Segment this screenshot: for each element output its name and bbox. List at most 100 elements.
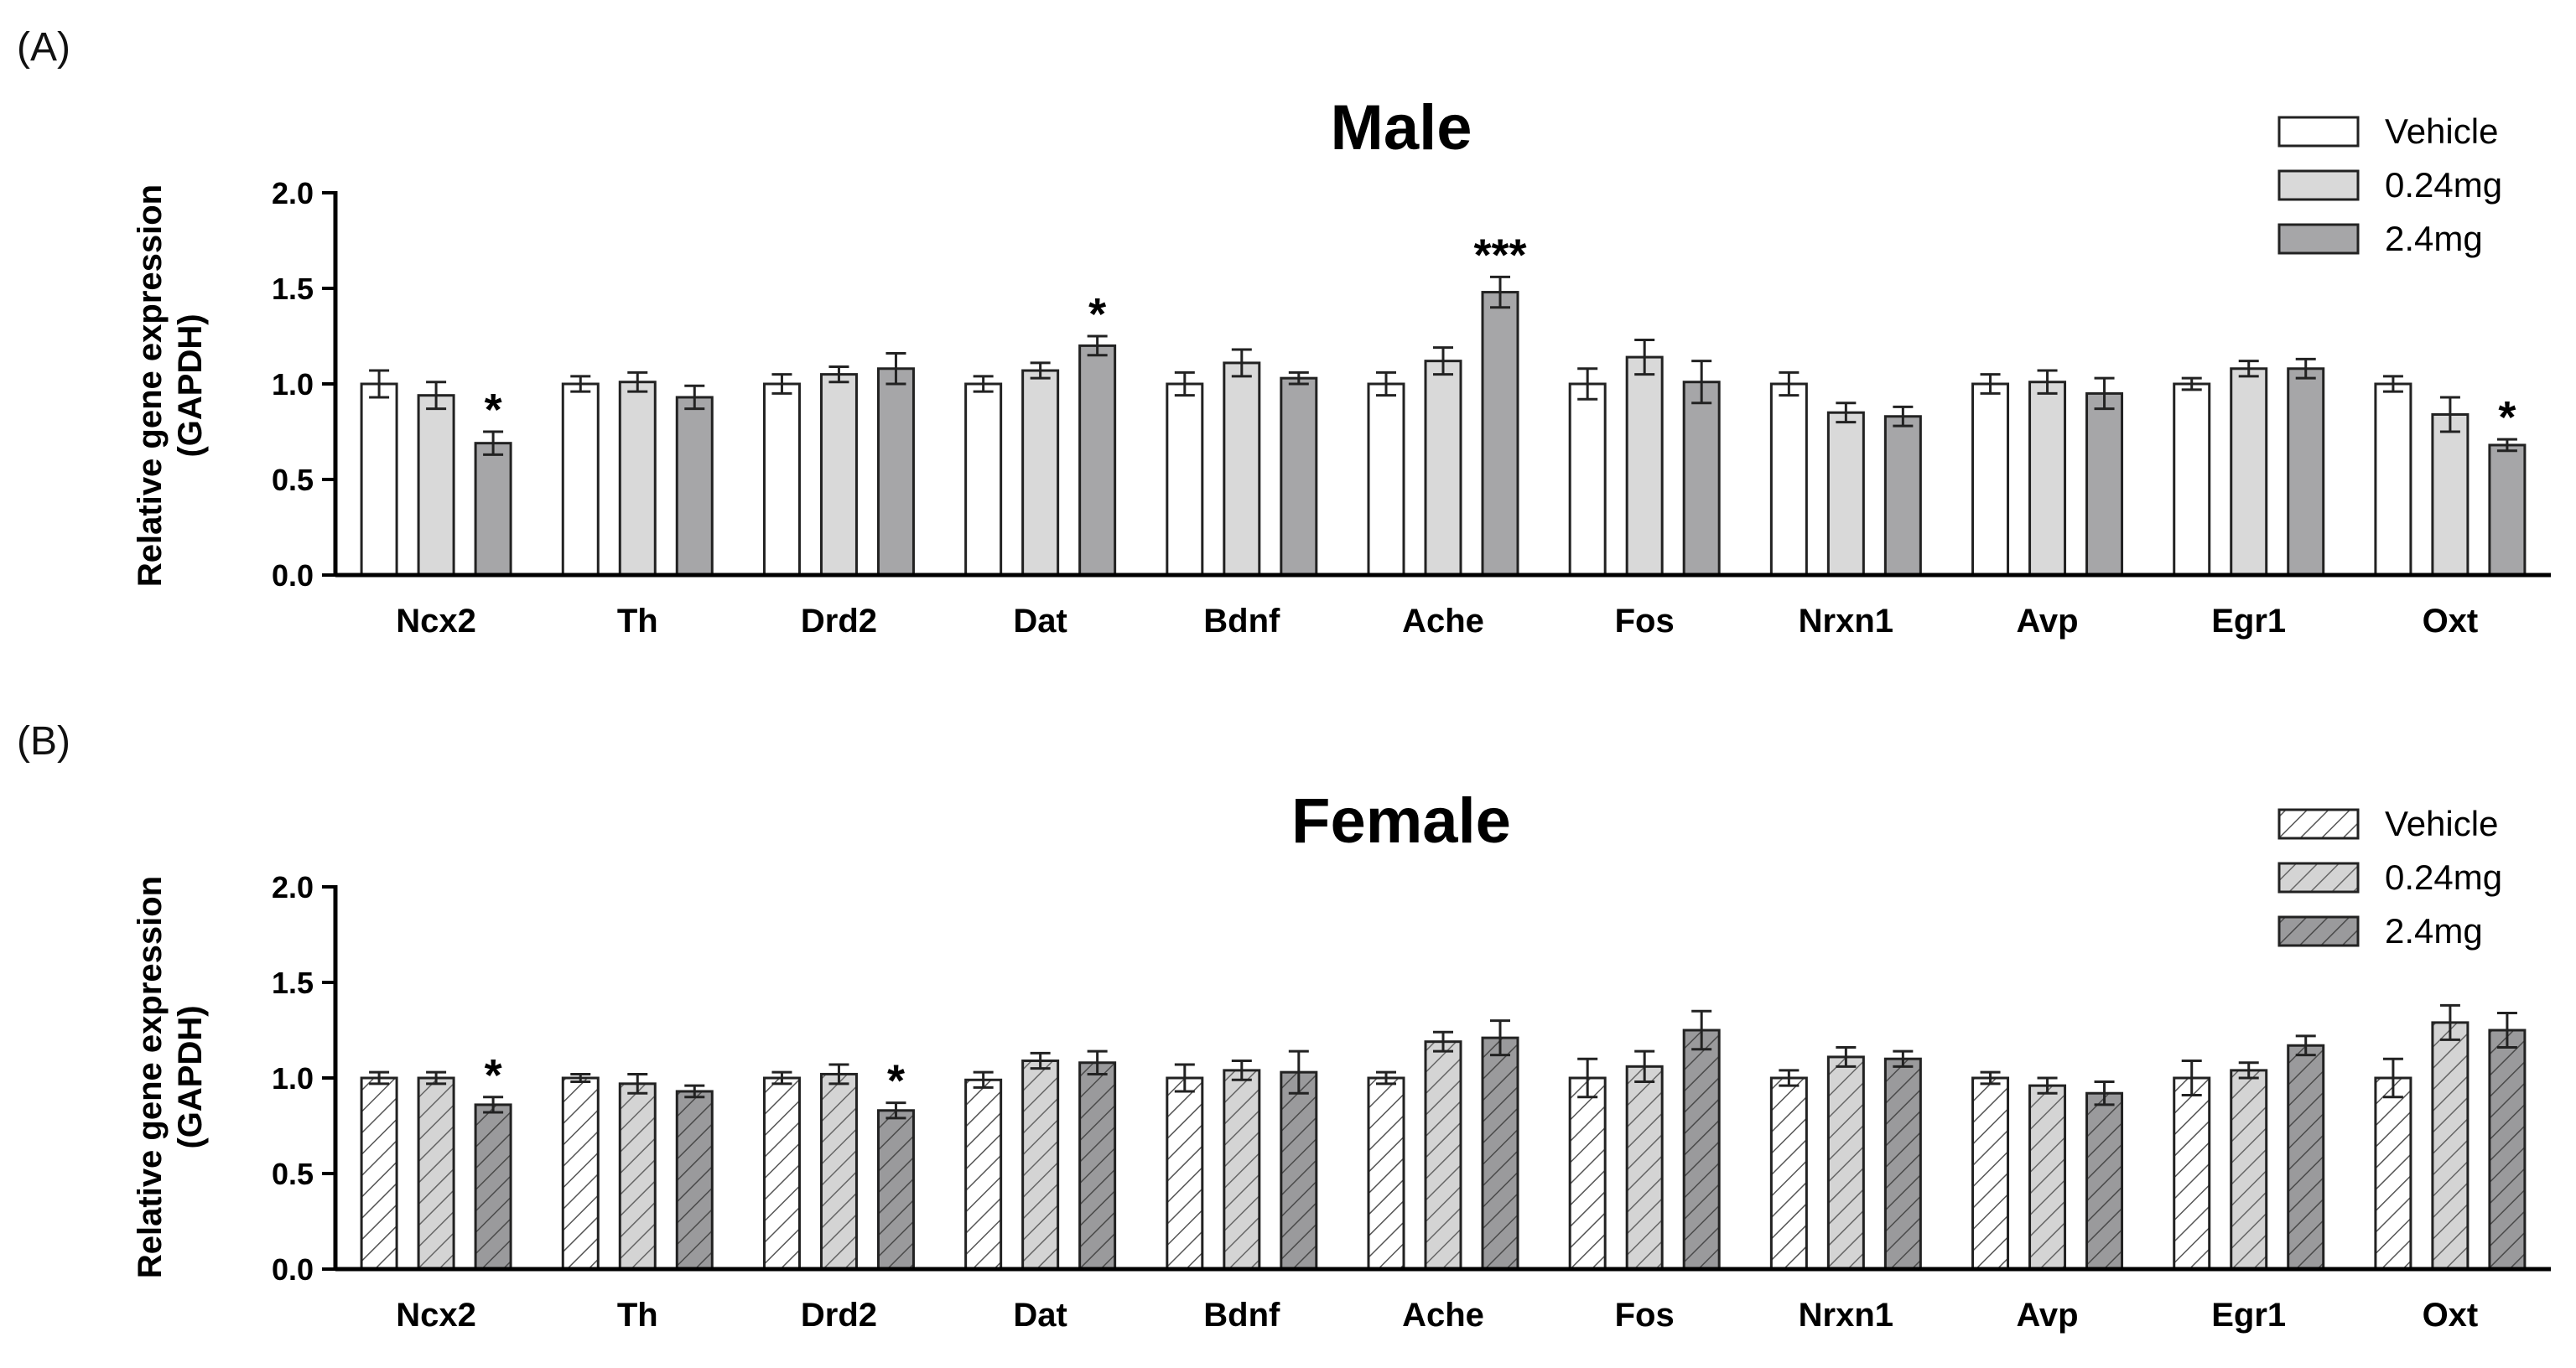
bar [675,396,714,577]
legend-item: Vehicle [2277,111,2498,151]
bar [2173,382,2211,577]
bar [1166,1076,1204,1271]
legend-item: Vehicle [2277,804,2498,843]
bar [762,1076,801,1271]
bar [2287,367,2325,577]
x-tick-label: Dat [1013,603,1067,640]
y-tick-label: 0.5 [272,1157,314,1191]
legend-label: Vehicle [2385,804,2498,843]
error-bar [1691,1009,1712,1051]
bar [2028,381,2067,577]
x-tick-label: Nrxn1 [1799,603,1893,640]
error-bar [2238,1061,2259,1080]
x-tick-label: Dat [1013,1297,1067,1334]
panel-label: (B) [17,719,70,764]
bar [1682,1029,1721,1271]
bar [1568,382,1607,577]
legend-swatch [2277,116,2360,148]
bar [618,381,657,577]
y-tick-label: 1.0 [272,367,314,402]
bar [1682,381,1721,577]
bar [1769,1076,1808,1271]
error-bar [627,370,648,393]
x-tick-label: Ncx2 [396,1297,476,1334]
error-bar [1174,370,1195,397]
error-bar [2496,1011,2517,1049]
bar [964,382,1003,577]
legend-label: Vehicle [2385,111,2498,151]
error-bar [1779,370,1800,397]
error-bar [973,1070,994,1089]
error-bar [2382,375,2403,393]
y-axis-label: Relative gene expression [132,876,169,1278]
error-bar [1433,1030,1453,1053]
bar [2085,391,2124,577]
bar [675,1090,714,1271]
x-tick-label: Avp [2016,603,2078,640]
bar [1971,1076,2010,1271]
chart-title: Female [1291,785,1511,857]
error-bar [1376,1070,1396,1086]
x-tick-label: Fos [1615,1297,1675,1334]
error-bar [1030,1051,1051,1070]
bar [1971,382,2010,577]
error-bar [2094,1080,2115,1106]
error-bar [886,352,906,386]
panel-male: (A) Male Relative gene expression (GAPDH… [17,25,2551,640]
error-bar [1577,367,1598,401]
error-bar [2238,360,2259,378]
error-bar [1030,361,1051,380]
legend-item: 2.4mg [2277,219,2483,258]
x-tick-label: Th [617,603,658,640]
x-tick-label: Ncx2 [396,603,476,640]
error-bar [1174,1063,1195,1093]
error-bar [1893,1049,1914,1068]
legend-label: 0.24mg [2385,858,2502,897]
error-bar [2037,369,2058,395]
error-bar [2439,1003,2460,1041]
error-bar [426,1070,447,1086]
bar [2431,1021,2470,1271]
bar [2431,412,2470,577]
y-tick-label: 0.5 [272,463,314,497]
x-tick-label: Oxt [2423,1297,2479,1334]
error-bar [2295,1034,2316,1057]
error-bar [1836,402,1857,424]
error-bar [1577,1057,1598,1099]
error-bar [570,375,591,393]
bar [1481,1036,1519,1271]
y-tick-label: 0.0 [272,1252,314,1287]
y-tick-label: 0.0 [272,558,314,593]
error-bar [1288,1049,1309,1095]
legend-swatch [2277,915,2360,947]
error-bar [828,1063,849,1086]
axes: 0.0 0.5 1.0 1.5 2.0 Ncx2 Th Drd2 Dat Bdnf Ache Fos N… [272,870,2551,1334]
x-tick-label: Fos [1615,603,1675,640]
error-bar [483,1096,504,1114]
bar [618,1082,657,1271]
x-tick-label: Drd2 [801,603,877,640]
bar [2230,1069,2268,1271]
bar [417,1076,455,1271]
bar [474,1103,512,1271]
bar [2230,367,2268,577]
bar [1769,382,1808,577]
error-bar [1980,373,2001,395]
error-bar [1231,348,1252,378]
bar [1424,360,1462,577]
y-tick-label: 1.0 [272,1061,314,1096]
bar [2287,1044,2325,1271]
bar [819,1072,858,1271]
error-bar [1490,275,1510,309]
error-bar [1634,339,1655,376]
error-bar [1231,1059,1252,1081]
error-bar [1376,370,1396,397]
x-tick-label: Ache [1402,1297,1484,1334]
y-tick-label: 2.0 [272,870,314,904]
bar [876,1109,915,1271]
bar [1883,415,1922,577]
x-tick-label: Avp [2016,1297,2078,1334]
x-tick-label: Th [617,1297,658,1334]
legend-label: 2.4mg [2385,911,2483,951]
bar [2374,382,2412,577]
